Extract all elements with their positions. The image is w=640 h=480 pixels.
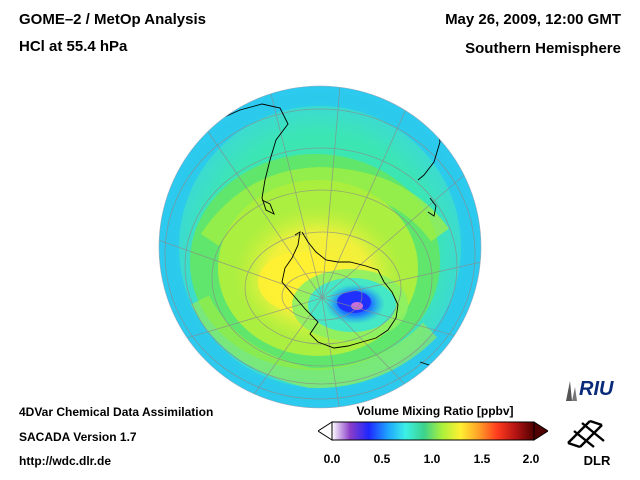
analysis-date: May 26, 2009, 12:00 GMT	[445, 11, 621, 28]
dlr-logo-text: DLR	[584, 453, 611, 468]
colorbar-tick-3: 1.5	[473, 452, 491, 466]
footer-method: 4DVar Chemical Data Assimilation	[19, 405, 214, 419]
colorbar-tick-4: 2.0	[522, 452, 540, 466]
riu-logo: RIU	[566, 378, 614, 401]
title-species: HCl at 55.4 hPa	[19, 38, 128, 55]
colorbar	[318, 421, 548, 441]
title-satellite: GOME–2 / MetOp Analysis	[19, 11, 206, 28]
hemisphere-label: Southern Hemisphere	[465, 40, 621, 57]
dlr-logo: DLR	[567, 419, 611, 468]
colorbar-title: Volume Mixing Ratio [ppbv]	[356, 404, 514, 418]
colorbar-tick-2: 1.0	[423, 452, 441, 466]
colorbar-tick-0: 0.0	[323, 452, 341, 466]
footer-version: SACADA Version 1.7	[19, 430, 137, 444]
colorbar-tick-1: 0.5	[373, 452, 391, 466]
footer-url[interactable]: http://wdc.dlr.de	[19, 454, 111, 468]
riu-logo-text: RIU	[579, 378, 614, 400]
